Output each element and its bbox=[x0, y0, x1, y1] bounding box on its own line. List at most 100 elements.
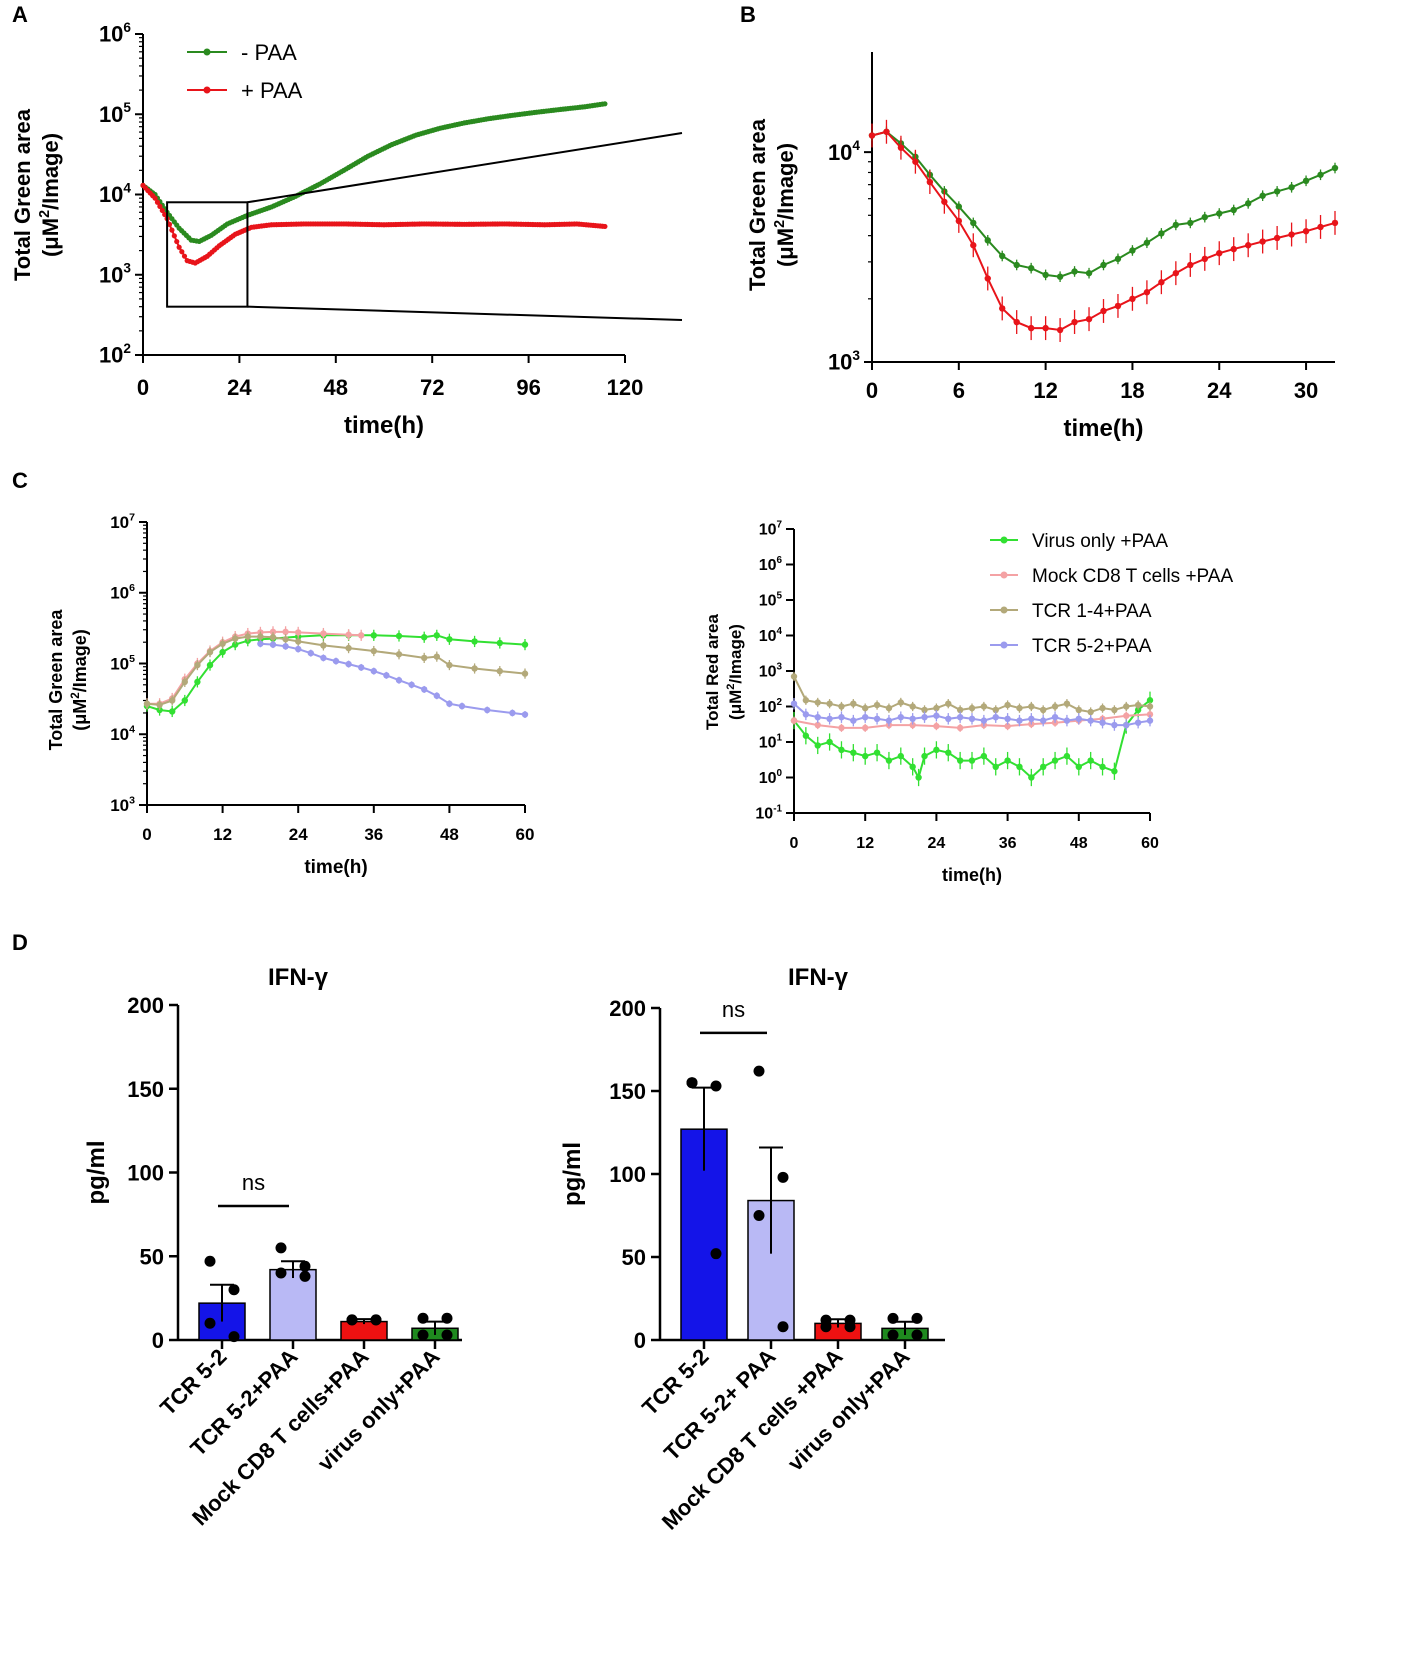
data-point bbox=[1040, 763, 1047, 771]
data-point bbox=[166, 221, 173, 227]
data-point bbox=[1123, 703, 1130, 710]
data-point bbox=[1172, 269, 1180, 277]
data-point bbox=[1042, 324, 1049, 332]
data-point bbox=[171, 233, 177, 239]
data-point bbox=[862, 752, 869, 760]
data-point bbox=[1051, 757, 1059, 764]
data-point bbox=[933, 746, 940, 754]
x-tick-label: 60 bbox=[516, 825, 535, 844]
series-line bbox=[871, 130, 1336, 278]
data-point bbox=[802, 732, 810, 739]
replicate-point bbox=[275, 1242, 287, 1254]
y-axis-label: Total Green area (μM2/Image) bbox=[745, 118, 798, 291]
data-point bbox=[933, 712, 940, 719]
y-axis-label-line2: (μM2/Image) bbox=[37, 133, 63, 257]
y-tick-label: 200 bbox=[609, 996, 646, 1021]
data-point bbox=[181, 678, 188, 686]
y-tick-label: 104 bbox=[99, 180, 131, 207]
data-point bbox=[873, 715, 881, 723]
data-point bbox=[282, 628, 289, 636]
data-point bbox=[885, 717, 893, 724]
y-axis-label: Total Green area (μM2/Image) bbox=[46, 609, 90, 751]
data-point bbox=[1051, 713, 1059, 721]
x-tick-label: 48 bbox=[1070, 835, 1088, 852]
data-point bbox=[955, 217, 963, 225]
data-point bbox=[1016, 704, 1023, 712]
y-axis-label: Total Red area (μM2/Image) bbox=[703, 614, 745, 730]
series--paa bbox=[868, 119, 1339, 342]
replicate-point bbox=[710, 1248, 722, 1260]
x-tick-label: 0 bbox=[790, 835, 799, 852]
y-tick-label: 107 bbox=[110, 511, 135, 532]
panel-c-red: 0 12 24 36 48 60 10-1 100 101 102 103 104 105 106 107 t… bbox=[703, 519, 1233, 885]
data-point bbox=[862, 724, 869, 732]
data-point bbox=[838, 746, 845, 754]
data-point bbox=[1331, 219, 1339, 227]
data-point bbox=[1071, 318, 1078, 326]
data-point bbox=[838, 713, 845, 721]
replicate-point bbox=[710, 1080, 722, 1092]
data-point bbox=[1075, 715, 1083, 723]
replicate-point bbox=[275, 1267, 287, 1279]
data-point bbox=[838, 703, 845, 710]
data-point bbox=[421, 634, 428, 641]
legend-label: TCR 5-2+PAA bbox=[1032, 636, 1152, 657]
data-point bbox=[345, 644, 352, 652]
y-axis-label-text: pg/ml bbox=[559, 1142, 586, 1206]
series--paa bbox=[140, 182, 608, 266]
y-axis-label-text: pg/ml bbox=[83, 1141, 110, 1205]
data-point bbox=[873, 701, 881, 709]
data-point bbox=[194, 678, 201, 686]
replicate-point bbox=[844, 1321, 856, 1333]
data-point bbox=[1158, 230, 1165, 237]
replicate-point bbox=[204, 1255, 216, 1267]
replicate-point bbox=[299, 1260, 311, 1272]
data-point bbox=[370, 667, 377, 675]
data-point bbox=[446, 700, 453, 707]
data-point bbox=[257, 633, 264, 640]
bar bbox=[340, 1320, 388, 1341]
data-point bbox=[826, 700, 833, 707]
replicate-point bbox=[370, 1314, 382, 1326]
data-point bbox=[1129, 247, 1136, 254]
replicate-point bbox=[777, 1171, 789, 1183]
data-point bbox=[955, 203, 963, 210]
data-point bbox=[282, 643, 289, 650]
legend-marker bbox=[1000, 606, 1008, 614]
data-point bbox=[320, 654, 327, 662]
y-tick-label: 100 bbox=[759, 768, 783, 787]
chart-title: IFN-γ bbox=[268, 964, 329, 991]
data-point bbox=[1042, 271, 1049, 279]
data-point bbox=[1317, 171, 1324, 178]
data-point bbox=[496, 639, 503, 647]
data-point bbox=[169, 697, 176, 704]
replicate-point bbox=[441, 1329, 453, 1341]
y-tick-label: 100 bbox=[127, 1161, 164, 1186]
legend-label: Virus only +PAA bbox=[1032, 531, 1168, 552]
data-point bbox=[1288, 184, 1295, 191]
data-point bbox=[1100, 307, 1107, 315]
data-point bbox=[1230, 245, 1237, 253]
x-axis-label: time(h) bbox=[942, 865, 1002, 885]
data-point bbox=[992, 763, 999, 771]
data-point bbox=[219, 648, 226, 656]
y-tick-label: 102 bbox=[99, 341, 131, 368]
y-tick-label: 105 bbox=[759, 590, 783, 609]
data-point bbox=[1146, 711, 1154, 718]
data-point bbox=[1087, 717, 1094, 724]
zoom-connector-top bbox=[247, 132, 683, 204]
replicate-point bbox=[346, 1314, 358, 1326]
x-tick-label: 48 bbox=[324, 375, 348, 400]
data-point bbox=[921, 713, 928, 721]
y-tick-label: 50 bbox=[140, 1244, 164, 1269]
data-point bbox=[912, 158, 919, 165]
data-point bbox=[157, 203, 163, 209]
x-tick-label: 72 bbox=[420, 375, 444, 400]
data-point bbox=[1099, 704, 1106, 712]
data-point bbox=[206, 648, 214, 656]
data-point bbox=[602, 223, 608, 230]
y-tick-label: 103 bbox=[99, 261, 131, 288]
data-point bbox=[956, 757, 964, 764]
